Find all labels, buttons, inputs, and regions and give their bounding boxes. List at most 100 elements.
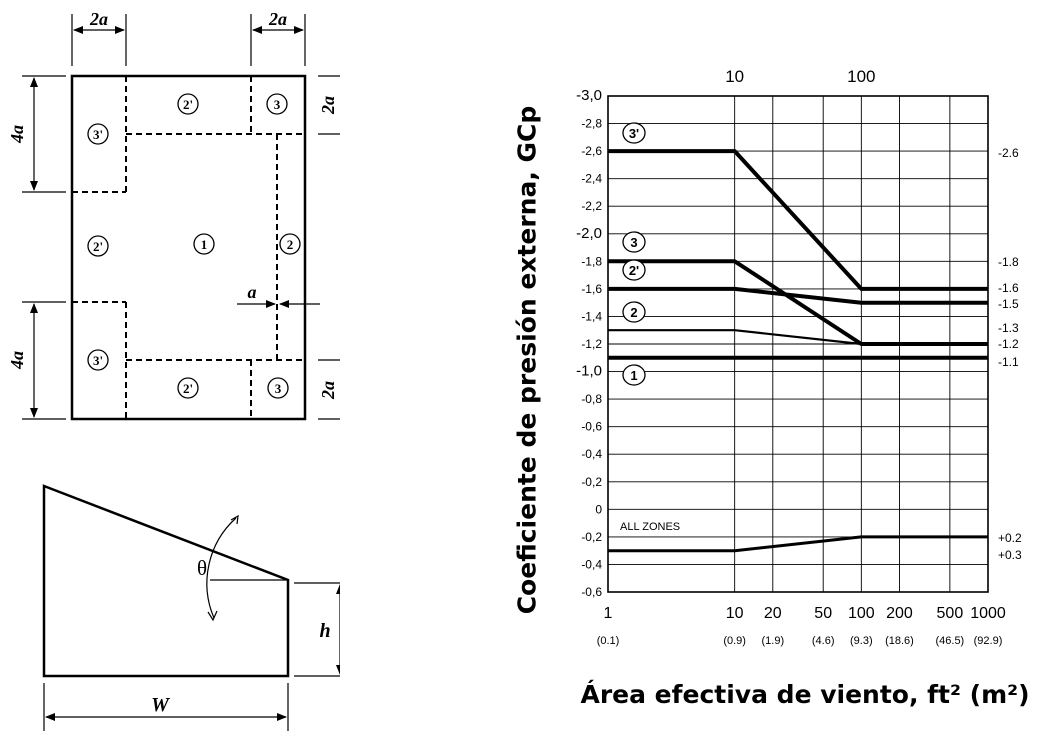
y-tick-label: -0,4 [581, 557, 602, 571]
zone-label-1: 1 [193, 233, 215, 255]
zone-circle [622, 364, 646, 386]
all-zones-label: ALL ZONES [620, 521, 680, 533]
series-line [608, 286, 988, 305]
y-tick-label: -0,4 [581, 447, 602, 461]
right-value-label: -1.5 [998, 297, 1019, 311]
x-tick-sublabel: (92.9) [974, 635, 1003, 647]
dim-left-bottom: 4a [7, 351, 27, 370]
plan-outline [70, 74, 307, 421]
x-tick-label: 100 [848, 605, 875, 622]
x-tick-label: 50 [814, 605, 832, 622]
right-value-label: -1.2 [998, 337, 1019, 351]
top-tick-label: 100 [847, 67, 875, 86]
x-tick-sublabel: (0.9) [723, 635, 746, 647]
y-tick-label: -1,0 [576, 363, 602, 380]
y-tick-label: -0,6 [581, 585, 602, 599]
series-line [608, 535, 988, 553]
dim-height: h [319, 620, 330, 642]
y-tick-label: -3,0 [576, 87, 602, 104]
y-tick-label: -0,6 [581, 420, 602, 434]
right-value-label: -1.3 [998, 321, 1019, 335]
dim-right-top: 2a [318, 96, 338, 115]
zone-circle [622, 122, 646, 144]
zone-label-3p-top: 3' [87, 123, 109, 145]
y-tick-label: -0,2 [581, 475, 602, 489]
right-value-label: +0.2 [998, 531, 1022, 545]
dim-width: W [151, 694, 170, 716]
y-tick-label: -2,0 [576, 225, 602, 242]
zone-label-3p-bottom: 3' [87, 349, 109, 371]
zone-label-2p-top: 2' [177, 93, 199, 115]
series-line [608, 259, 988, 346]
dim-right-bottom: 2a [318, 381, 338, 400]
dim-inner: a [248, 282, 257, 302]
y-tick-label: -0,2 [581, 530, 602, 544]
chart-labels: 3' 3 2' 2 1 ALL ZONES -2.6 -1.8 -1.6 -1.5 -1.3 -1.2… [620, 122, 1022, 562]
svg-text:2': 2' [93, 239, 103, 254]
series-line [608, 329, 988, 346]
x-tick-sublabel: (9.3) [850, 635, 873, 647]
x-tick-label: 1 [604, 605, 613, 622]
x-tick-label: 1000 [970, 605, 1006, 622]
x-tick-sublabel: (1.9) [761, 635, 784, 647]
y-tick-label: -2,4 [581, 172, 602, 186]
y-tick-label: -1,2 [581, 337, 602, 351]
x-tick-label: 10 [726, 605, 744, 622]
roof-plan: 2a 2a 4a 4a 2a 2a a 3' 2' 3 2' 1 2 3 [7, 9, 340, 421]
zone-circle-label: 2 [630, 305, 637, 320]
x-tick-sublabel: (18.6) [885, 635, 914, 647]
x-tick-sublabel: (4.6) [812, 635, 835, 647]
zone-circle [622, 231, 646, 253]
right-value-label: -1.6 [998, 281, 1019, 295]
roof-elevation: θ h W [42, 484, 340, 731]
svg-text:1: 1 [201, 237, 208, 252]
dim-top-right: 2a [268, 9, 287, 29]
y-tick-label: -2,6 [581, 144, 602, 158]
dim-top-left: 2a [89, 9, 108, 29]
y-tick-label: -2,8 [581, 117, 602, 131]
right-value-label: -1.8 [998, 255, 1019, 269]
x-tick-sublabel: (0.1) [597, 635, 620, 647]
series-line [608, 149, 988, 291]
svg-text:3: 3 [274, 97, 281, 112]
top-tick-label: 10 [725, 67, 744, 86]
zone-label-2-right: 2 [279, 233, 301, 255]
zone-circle-label: 1 [630, 368, 637, 383]
zone-circle-label: 3' [629, 126, 639, 141]
y-tick-label: -1,6 [581, 282, 602, 296]
zone-circle [622, 259, 646, 281]
zone-circle-label: 3 [630, 235, 637, 250]
y-tick-label: -1,4 [581, 309, 602, 323]
roof-diagrams: 2a 2a 4a 4a 2a 2a a 3' 2' 3 2' 1 2 3 [7, 9, 340, 731]
svg-text:3': 3' [93, 353, 103, 368]
right-value-label: -2.6 [998, 146, 1019, 160]
right-value-label: -1.1 [998, 355, 1019, 369]
x-tick-label: 20 [764, 605, 782, 622]
zone-label-3-bottom: 3 [267, 377, 289, 399]
chart-grid [607, 95, 989, 593]
dim-left-top: 4a [7, 125, 27, 144]
zone-label-2p-bottom: 2' [177, 377, 199, 399]
plot-frame [607, 95, 989, 593]
svg-text:3': 3' [93, 127, 103, 142]
y-tick-label: -2,2 [581, 199, 602, 213]
chart-axes: -3,0 -2,8 -2,6 -2,4 -2,2 -2,0 -1,8 -1,6 -1,4 -1,2… [576, 67, 1006, 647]
zone-circle-label: 2' [629, 263, 639, 278]
svg-text:2': 2' [183, 97, 193, 112]
svg-text:2: 2 [287, 237, 294, 252]
y-tick-label: 0 [595, 502, 602, 516]
zone-boundaries [72, 76, 305, 419]
x-tick-sublabel: (46.5) [935, 635, 964, 647]
zone-circle [622, 301, 646, 323]
y-tick-label: -1,8 [581, 254, 602, 268]
right-value-label: +0.3 [998, 548, 1022, 562]
svg-text:3: 3 [275, 381, 282, 396]
y-tick-label: -0,8 [581, 392, 602, 406]
zone-label-2p-left: 2' [87, 235, 109, 257]
x-tick-label: 200 [886, 605, 913, 622]
x-axis-label: Área efectiva de viento, ft² (m²) [580, 680, 1030, 709]
chart-series [608, 149, 988, 553]
svg-text:2': 2' [183, 381, 193, 396]
angle-theta: θ [197, 556, 207, 580]
x-tick-label: 500 [937, 605, 964, 622]
